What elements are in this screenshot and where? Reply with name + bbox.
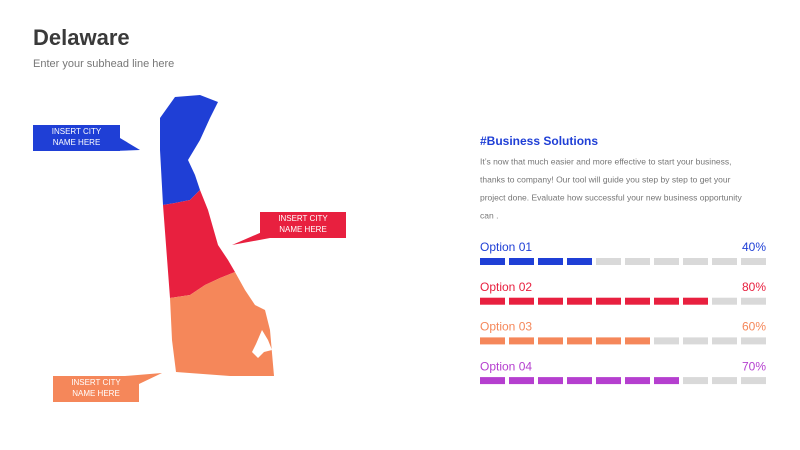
bar-segment [567, 258, 592, 265]
bar-segment [712, 258, 737, 265]
bar-segment [654, 377, 679, 385]
body-text: can . [480, 210, 498, 220]
bar-segment [683, 258, 708, 265]
callout-text: NAME HERE [279, 225, 327, 234]
bar-segment [538, 337, 563, 345]
bar-segment [509, 297, 534, 305]
callout: INSERT CITY NAME HERE [33, 125, 140, 151]
bar-segment [683, 337, 708, 345]
bar-segment [654, 297, 679, 305]
subtitle: Enter your subhead line here [33, 58, 174, 70]
bar-segment [625, 258, 650, 265]
bar-segment [712, 377, 737, 385]
bay [252, 330, 272, 358]
region-south [170, 272, 274, 376]
callout-box [260, 212, 346, 238]
bar-segment [480, 377, 505, 385]
bar-segment [683, 377, 708, 385]
callout-text: NAME HERE [53, 138, 101, 147]
option-value: 40% [742, 240, 766, 254]
bar-segment [596, 258, 621, 265]
bar-segment [509, 377, 534, 385]
bar-segment [596, 297, 621, 305]
bar-segment [654, 258, 679, 265]
bar-segment [741, 337, 766, 345]
body-text: project done. Evaluate how successful yo… [480, 192, 743, 202]
bar-segment [567, 297, 592, 305]
callout: INSERT CITY NAME HERE [53, 373, 162, 402]
bar-segment [741, 258, 766, 265]
bar-segment [480, 337, 505, 345]
bar-segment [712, 297, 737, 305]
option-value: 70% [742, 359, 766, 373]
bar-segment [538, 258, 563, 265]
body-text: It’s now that much easier and more effec… [480, 156, 732, 166]
bar-segment [683, 297, 708, 305]
bar-segment [538, 297, 563, 305]
option-label: Option 04 [480, 359, 532, 373]
bar-segment [741, 297, 766, 305]
map [160, 95, 274, 376]
bar-segment [596, 377, 621, 385]
section-heading: #Business Solutions [480, 134, 598, 148]
bar-segment [509, 337, 534, 345]
progress-fill [480, 297, 708, 305]
bar-segment [567, 377, 592, 385]
region-north [160, 95, 218, 205]
callout-text: INSERT CITY [52, 127, 102, 136]
progress-fill [480, 377, 679, 385]
bar-segment [596, 337, 621, 345]
option-value: 60% [742, 320, 766, 334]
progress-fill [480, 337, 650, 345]
option-value: 80% [742, 280, 766, 294]
progress-fill [480, 258, 592, 265]
bar-segment [480, 297, 505, 305]
bar-segment [480, 258, 505, 265]
callout: INSERT CITY NAME HERE [232, 212, 346, 245]
bar-segment [538, 377, 563, 385]
bar-segment [509, 258, 534, 265]
body-text: thanks to company! Our tool will guide y… [480, 174, 731, 184]
callout-text: NAME HERE [72, 389, 120, 398]
bar-segment [567, 337, 592, 345]
option-label: Option 03 [480, 320, 532, 334]
callout-box [33, 125, 120, 151]
bar-segment [625, 297, 650, 305]
bar-segment [741, 377, 766, 385]
option-label: Option 02 [480, 280, 532, 294]
callout-text: INSERT CITY [278, 214, 328, 223]
bar-segment [654, 337, 679, 345]
title: Delaware [33, 25, 130, 50]
option-label: Option 01 [480, 240, 532, 254]
callout-box [53, 376, 139, 402]
callout-text: INSERT CITY [71, 378, 121, 387]
bar-segment [625, 337, 650, 345]
bar-segment [625, 377, 650, 385]
bar-segment [712, 337, 737, 345]
region-middle [163, 190, 235, 298]
